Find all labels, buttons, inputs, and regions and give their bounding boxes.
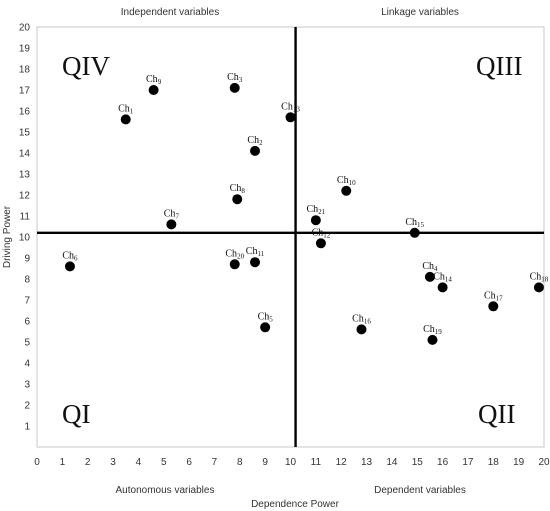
data-point-ch1 [120, 114, 131, 125]
y-tick-label: 12 [19, 191, 31, 202]
data-point-ch12 [315, 238, 326, 249]
point-label-ch5: Ch5 [258, 311, 274, 323]
plot-frame [36, 26, 545, 448]
point-label-ch12: Ch12 [312, 227, 331, 239]
point-layer: Ch1 Ch2 Ch3 Ch4 Ch5 Ch6 Ch7 Ch8 Ch9 Ch10 Ch11 Ch12 C… [62, 72, 549, 345]
data-point-ch6 [64, 261, 75, 272]
x-tick-label: 14 [386, 457, 398, 468]
y-tick-label: 20 [19, 23, 31, 34]
point-label-ch6: Ch6 [62, 250, 78, 262]
point-label-ch16: Ch16 [352, 313, 371, 325]
data-point-ch7 [166, 219, 177, 230]
data-point-ch5 [260, 322, 271, 333]
zone-label-linkage: Linkage variables [381, 7, 459, 18]
x-tick-label: 13 [361, 457, 373, 468]
x-tick-label: 18 [488, 457, 500, 468]
y-tick-label: 9 [24, 254, 30, 265]
point-label-ch11: Ch11 [246, 246, 265, 258]
x-tick-label: 5 [161, 457, 167, 468]
x-tick-label: 7 [212, 457, 218, 468]
data-point-ch17 [488, 301, 499, 312]
data-point-ch10 [341, 185, 352, 196]
x-tick-label: 20 [538, 457, 550, 468]
quadrant-label-qi: QI [62, 399, 91, 429]
tick-layer: 0 1 2 3 4 5 6 7 8 9 10 11 12 13 14 15 16 17 18 19 2012345678… [19, 23, 550, 469]
divider-layer [37, 27, 544, 447]
data-point-ch2 [250, 145, 261, 156]
data-point-ch11 [250, 257, 261, 268]
zone-label-independent: Independent variables [121, 7, 219, 18]
point-label-ch18: Ch18 [530, 271, 549, 283]
data-point-ch3 [229, 82, 240, 93]
data-point-ch15 [409, 227, 420, 238]
x-tick-label: 19 [513, 457, 525, 468]
data-point-ch14 [437, 282, 448, 293]
x-tick-label: 2 [85, 457, 91, 468]
y-tick-label: 8 [24, 275, 30, 286]
zone-label-dependent: Dependent variables [374, 485, 466, 496]
y-tick-label: 11 [20, 212, 31, 223]
quadrant-label-qii: QII [478, 399, 515, 429]
point-label-ch10: Ch10 [337, 175, 356, 187]
x-tick-label: 6 [186, 457, 192, 468]
point-label-ch2: Ch2 [247, 135, 263, 147]
x-tick-label: 1 [60, 457, 66, 468]
point-label-ch15: Ch15 [405, 217, 424, 229]
point-label-ch8: Ch8 [230, 183, 246, 195]
x-tick-label: 17 [462, 457, 474, 468]
point-label-ch14: Ch14 [433, 271, 452, 283]
data-point-ch4 [424, 271, 435, 282]
y-tick-label: 2 [24, 401, 30, 412]
x-tick-label: 11 [311, 457, 322, 468]
y-tick-label: 18 [19, 65, 31, 76]
x-tick-label: 12 [336, 457, 348, 468]
y-tick-label: 6 [24, 317, 30, 328]
quadrant-label-qiii: QIII [476, 51, 522, 81]
y-axis-title: Driving Power [2, 205, 13, 268]
zone-label-autonomous: Autonomous variables [116, 485, 215, 496]
y-tick-label: 17 [19, 86, 31, 97]
y-tick-label: 14 [19, 149, 31, 160]
point-label-ch21: Ch21 [307, 204, 326, 216]
y-tick-label: 7 [24, 296, 30, 307]
x-tick-label: 8 [237, 457, 243, 468]
x-tick-label: 4 [136, 457, 142, 468]
point-label-ch19: Ch19 [423, 324, 442, 336]
x-axis-title: Dependence Power [251, 499, 340, 510]
x-tick-label: 0 [34, 457, 40, 468]
point-label-ch9: Ch9 [146, 74, 162, 86]
data-point-ch18 [533, 282, 544, 293]
y-tick-label: 5 [24, 338, 30, 349]
point-label-ch3: Ch3 [227, 72, 243, 84]
y-tick-label: 13 [19, 170, 31, 181]
point-label-ch7: Ch7 [164, 208, 180, 220]
point-label-ch1: Ch1 [118, 103, 134, 115]
data-point-ch8 [232, 194, 243, 205]
y-tick-label: 19 [19, 44, 31, 55]
point-label-ch13: Ch13 [281, 101, 300, 113]
point-label-ch4: Ch4 [422, 261, 438, 273]
point-label-ch20: Ch20 [225, 248, 244, 260]
data-point-ch9 [148, 85, 159, 95]
data-point-ch13 [285, 112, 296, 123]
y-tick-label: 10 [19, 233, 31, 244]
y-tick-label: 4 [24, 359, 30, 370]
x-tick-label: 10 [285, 457, 297, 468]
x-tick-label: 16 [437, 457, 449, 468]
data-point-ch19 [427, 334, 438, 345]
quadrant-label-qiv: QIV [62, 51, 110, 81]
y-tick-label: 1 [24, 422, 30, 433]
data-point-ch21 [310, 215, 321, 226]
y-tick-label: 16 [19, 107, 31, 118]
y-tick-label: 3 [24, 380, 30, 391]
data-point-ch20 [229, 259, 240, 270]
data-point-ch16 [356, 324, 367, 335]
x-tick-label: 3 [110, 457, 116, 468]
x-tick-label: 9 [262, 457, 268, 468]
y-tick-label: 15 [19, 128, 31, 139]
x-tick-label: 15 [412, 457, 424, 468]
point-label-ch17: Ch17 [484, 290, 503, 302]
